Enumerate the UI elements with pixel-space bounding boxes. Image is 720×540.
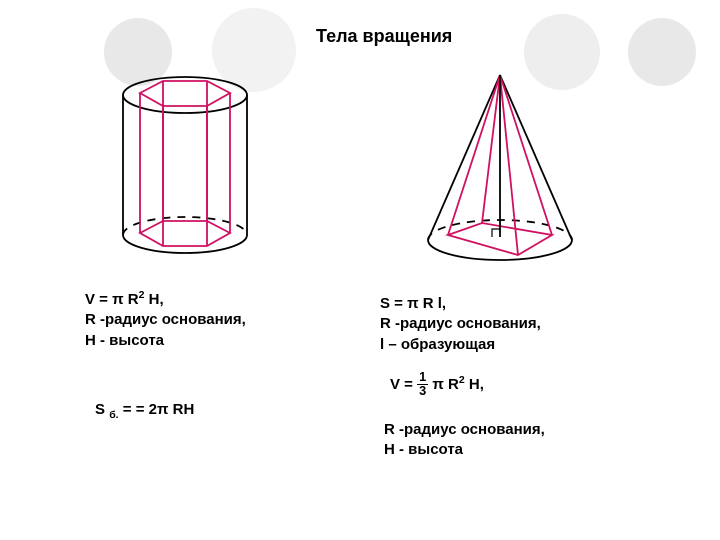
line2: R -радиус основания, <box>380 315 541 332</box>
bg-circle <box>628 18 696 86</box>
line2: R -радиус основания, <box>85 311 246 328</box>
line3: H - высота <box>85 332 164 349</box>
cone-figure <box>400 65 600 275</box>
cylinder-figure <box>100 70 270 270</box>
cone-volume-legend: R -радиус основания, H - высота <box>384 420 545 461</box>
line3: l – образующая <box>380 336 495 353</box>
line2: H - высота <box>384 441 463 458</box>
page-title: Тела вращения <box>316 26 452 47</box>
cone-surface-formula: S = π R l, R -радиус основания, l – обра… <box>380 294 541 355</box>
cylinder-surface-formula: S б. = = 2π RH <box>95 400 194 422</box>
line1: S = π R l, <box>380 295 446 312</box>
cylinder-volume-formula: V = π R2 H, R -радиус основания, H - выс… <box>85 288 246 351</box>
cone-volume-formula: V = 13 π R2 H, <box>390 372 484 399</box>
line1: R -радиус основания, <box>384 421 545 438</box>
line1: V = π R2 H, <box>85 291 164 308</box>
